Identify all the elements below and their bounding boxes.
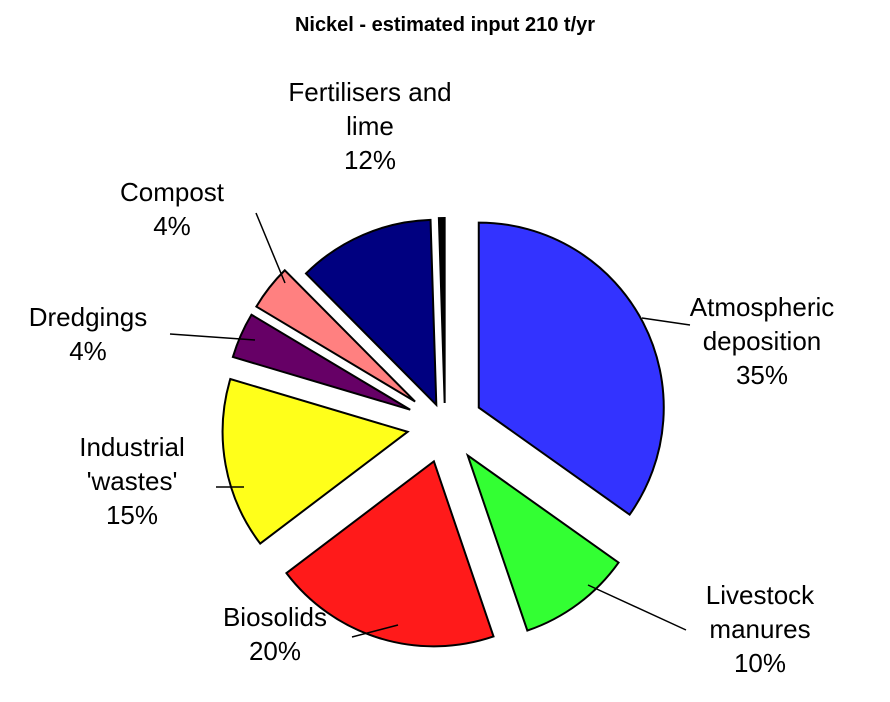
slice-value: 35% — [735, 360, 789, 390]
pie-slice — [221, 377, 410, 545]
slice-label: Industrial 'wastes' 15% — [32, 430, 232, 532]
slice-value: 12% — [343, 145, 397, 175]
slice-value: 10% — [733, 648, 787, 678]
chart-title: Nickel - estimated input 210 t/yr — [294, 14, 596, 36]
slice-value: 15% — [105, 500, 159, 530]
leader-line — [255, 212, 286, 284]
slice-value: 4% — [153, 211, 191, 241]
slice-value: 20% — [248, 636, 302, 666]
slice-name: Fertilisers and lime — [288, 77, 452, 141]
slice-label: Fertilisers and lime 12% — [270, 75, 470, 177]
slice-label: Dredgings 4% — [0, 300, 188, 368]
leader-line — [351, 624, 399, 638]
slice-name: Atmospheric deposition — [689, 292, 835, 356]
slice-name: Industrial 'wastes' — [79, 432, 185, 496]
leader-line — [169, 333, 256, 341]
slice-label: Livestock manures 10% — [660, 578, 860, 680]
pie-slice — [477, 221, 665, 517]
slice-label: Compost 4% — [72, 175, 272, 243]
pie-slice — [231, 313, 411, 411]
slice-name: Compost — [119, 177, 225, 207]
leader-line — [587, 584, 687, 631]
slice-label: Biosolids 20% — [175, 600, 375, 668]
slice-name: Livestock manures — [705, 580, 815, 644]
slice-name: Dredgings — [28, 302, 148, 332]
pie-slice — [254, 268, 416, 403]
pie-slice — [285, 459, 495, 648]
pie-slice — [437, 217, 446, 404]
slice-name: Biosolids — [222, 602, 328, 632]
slice-label: Atmospheric deposition 35% — [662, 290, 862, 392]
pie-slice — [465, 452, 620, 632]
pie-slice — [304, 218, 438, 408]
leader-line — [641, 317, 691, 326]
slice-value: 4% — [69, 336, 107, 366]
